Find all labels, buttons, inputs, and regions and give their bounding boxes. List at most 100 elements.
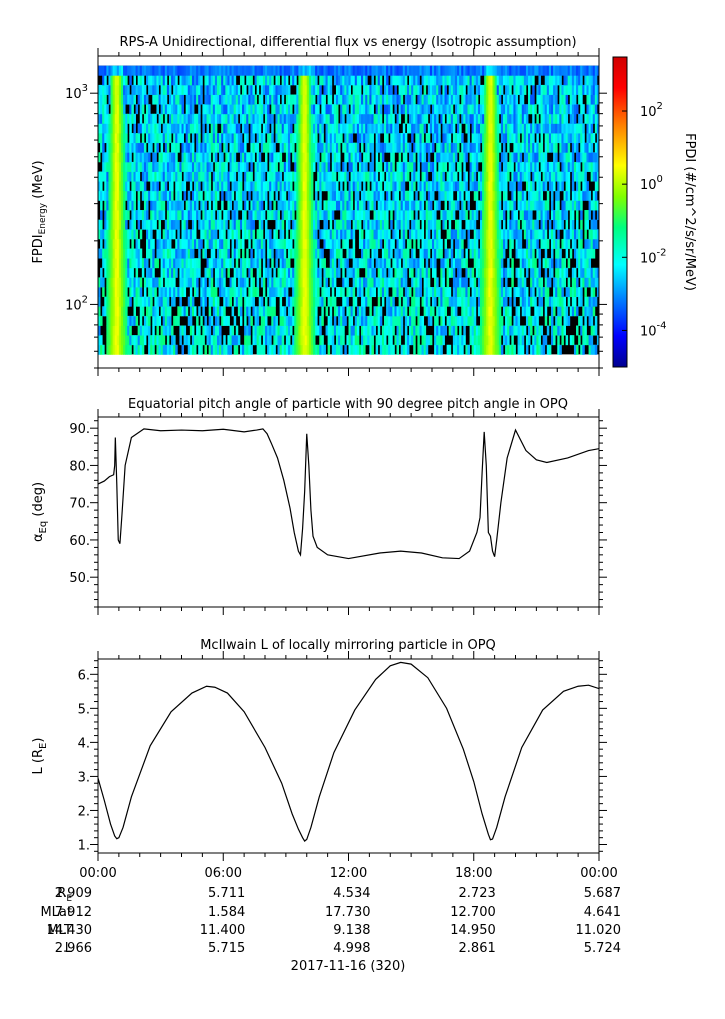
spectrogram-cell xyxy=(114,296,118,307)
spectrogram-cell xyxy=(235,238,239,249)
spectrogram-cell xyxy=(306,219,310,230)
spectrogram-cell xyxy=(229,200,232,211)
spectrogram-cell xyxy=(116,133,120,144)
spectrogram-cell xyxy=(233,133,237,144)
spectrogram-cell xyxy=(538,171,541,182)
spectrogram-cell xyxy=(521,306,525,317)
spectrogram-cell xyxy=(477,248,481,259)
spectrogram-cell xyxy=(390,248,393,259)
spectrogram-cell xyxy=(300,296,303,307)
spectrogram-cell xyxy=(588,161,592,172)
spectrogram-cell xyxy=(381,267,385,278)
spectrogram-cell xyxy=(519,229,523,240)
spectrogram-cell xyxy=(492,287,496,298)
spectrogram-cell xyxy=(498,248,502,259)
spectrogram-cell xyxy=(571,296,575,307)
spectrogram-cell xyxy=(559,181,562,192)
spectrogram-cell xyxy=(329,315,333,326)
spectrogram-cell xyxy=(152,315,155,326)
spectrogram-cell xyxy=(377,306,381,317)
spectrogram-cell xyxy=(427,287,431,298)
spectrogram-cell xyxy=(98,152,101,163)
spectrogram-cell xyxy=(438,287,441,298)
spectrogram-cell xyxy=(432,296,435,307)
spectrogram-cell xyxy=(335,344,339,355)
spectrogram-cell xyxy=(463,104,466,115)
spectrogram-cell xyxy=(532,200,535,211)
spectrogram-cell xyxy=(434,123,437,134)
spectrogram-cell xyxy=(110,325,114,336)
spectrogram-cell xyxy=(369,219,372,230)
spectrogram-cell xyxy=(540,113,544,124)
spectrogram-cell xyxy=(281,287,285,298)
spectrogram-cell xyxy=(214,123,218,134)
spectrogram-cell xyxy=(135,161,139,172)
spectrogram-cell xyxy=(275,277,278,288)
spectrogram-cell xyxy=(373,315,377,326)
spectrogram-cell xyxy=(463,306,466,317)
spectrogram-cell xyxy=(480,210,483,221)
spectrogram-cell xyxy=(565,315,569,326)
spectrogram-cell xyxy=(492,238,496,249)
spectrogram-cell xyxy=(517,200,521,211)
spectrogram-cell xyxy=(432,267,435,278)
spectrogram-cell xyxy=(112,229,116,240)
spectrogram-cell xyxy=(100,171,103,182)
spectrogram-cell xyxy=(290,190,293,201)
spectrogram-cell xyxy=(148,287,151,298)
spectrogram-cell xyxy=(521,344,525,355)
spectrogram-cell xyxy=(594,142,598,153)
spectrogram-cell xyxy=(162,344,166,355)
spectrogram-cell xyxy=(473,181,477,192)
spectrogram-cell xyxy=(373,287,377,298)
spectrogram-cell xyxy=(273,277,276,288)
spectrogram-cell xyxy=(427,306,431,317)
spectrogram-cell xyxy=(315,344,318,355)
spectrogram-cell xyxy=(348,248,351,259)
panel1-title: RPS-A Unidirectional, differential flux … xyxy=(119,35,576,50)
spectrogram-cell xyxy=(452,335,456,346)
spectrogram-cell xyxy=(471,123,475,134)
spectrogram-cell xyxy=(365,171,368,182)
spectrogram-cell xyxy=(356,315,360,326)
spectrogram-cell xyxy=(402,133,406,144)
spectrogram-cell xyxy=(482,219,485,230)
spectrogram-cell xyxy=(390,104,393,115)
spectrogram-cell xyxy=(496,113,500,124)
spectrogram-cell xyxy=(252,152,255,163)
spectrogram-cell xyxy=(582,123,585,134)
spectrogram-cell xyxy=(187,171,191,182)
spectrogram-cell xyxy=(473,161,477,172)
spectrogram-cell xyxy=(498,315,502,326)
spectrogram-cell xyxy=(198,335,201,346)
spectrogram-cell xyxy=(160,277,164,288)
spectrogram-cell xyxy=(442,296,445,307)
spectrogram-cell xyxy=(123,306,126,317)
spectrogram-cell xyxy=(300,113,303,124)
spectrogram-cell xyxy=(565,133,569,144)
spectrogram-cell xyxy=(302,277,306,288)
spectrogram-cell xyxy=(233,200,237,211)
spectrogram-cell xyxy=(465,287,468,298)
spectrogram-cell xyxy=(296,258,299,269)
spectrogram-cell xyxy=(394,190,397,201)
spectrogram-cell xyxy=(540,181,544,192)
spectrogram-cell xyxy=(429,315,433,326)
spectrogram-cell xyxy=(498,190,502,201)
spectrogram-cell xyxy=(482,315,485,326)
spectrogram-cell xyxy=(356,113,360,124)
spectrogram-cell xyxy=(488,335,491,346)
spectrogram-cell xyxy=(256,181,260,192)
spectrogram-cell xyxy=(304,344,308,355)
spectrogram-cell xyxy=(325,200,329,211)
spectrogram-cell xyxy=(335,306,339,317)
spectrogram-cell xyxy=(363,190,366,201)
spectrogram-cell xyxy=(436,181,439,192)
spectrogram-cell xyxy=(413,152,416,163)
spectrogram-cell xyxy=(377,296,381,307)
spectrogram-cell xyxy=(177,315,180,326)
spectrogram-cell xyxy=(335,161,339,172)
spectrogram-cell xyxy=(550,248,554,259)
spectrogram-cell xyxy=(402,200,406,211)
spectrogram-cell xyxy=(553,335,556,346)
